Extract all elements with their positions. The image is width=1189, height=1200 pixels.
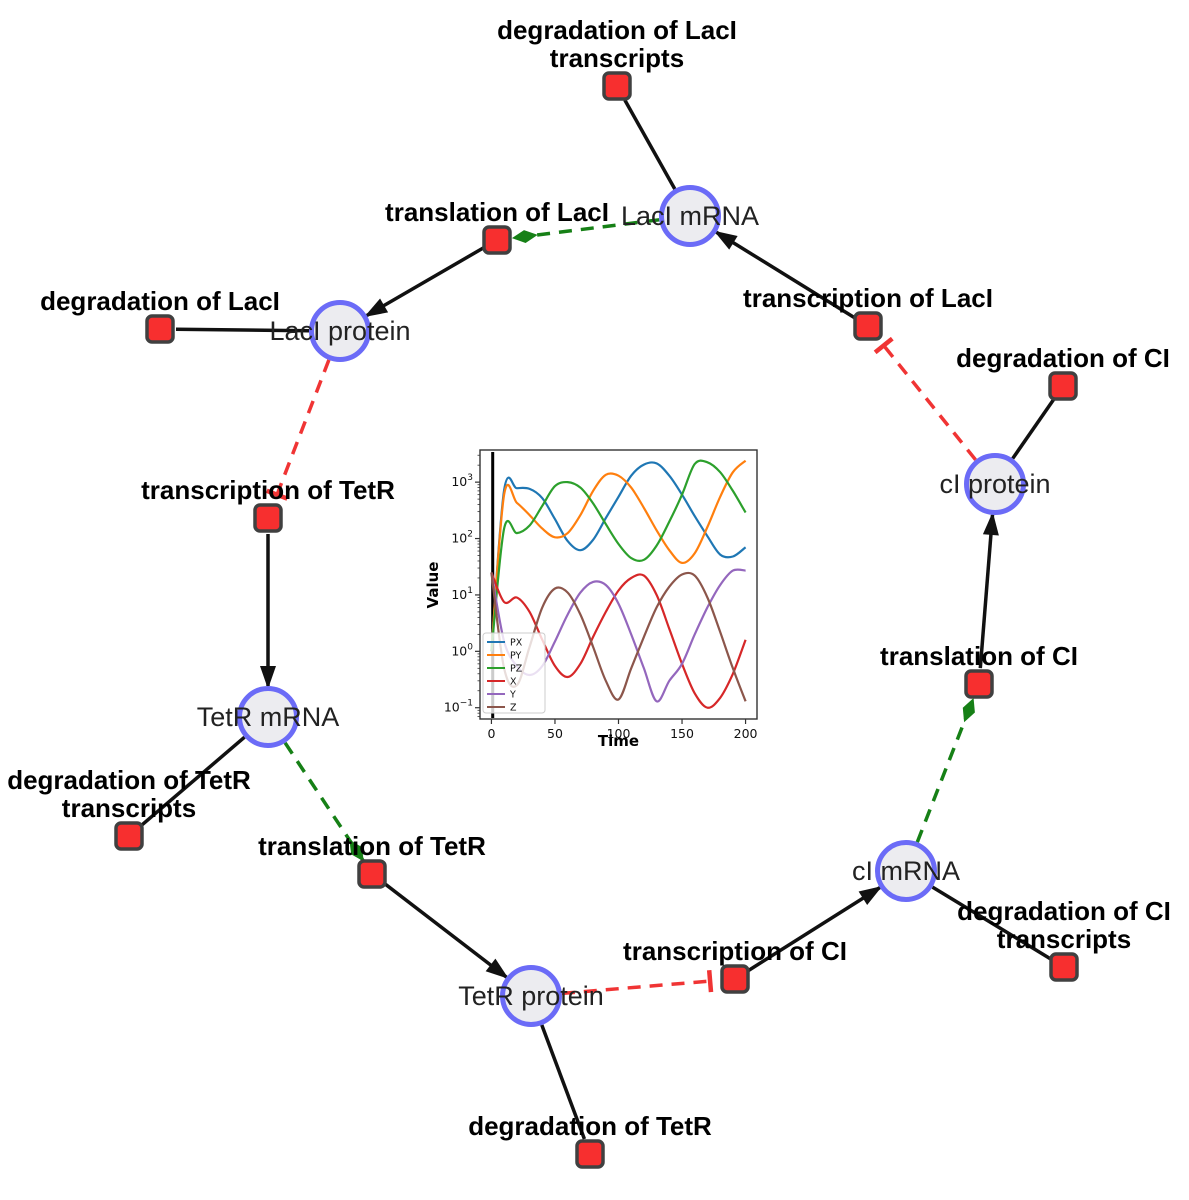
reaction-node-translation-of-ci[interactable] <box>964 669 994 699</box>
species-node-tetr-mrna[interactable] <box>237 686 299 748</box>
y-tick-label: 10−1 <box>444 699 473 715</box>
x-tick-label: 50 <box>547 726 563 741</box>
x-tick-label: 100 <box>607 726 631 741</box>
timecourse-plot: PX PY PZ X Y Z 0 50 100 150 200 10−1 100 101 102 103 Ti… <box>420 435 770 765</box>
species-node-laci-mrna[interactable] <box>659 185 721 247</box>
y-tick-label: 103 <box>451 473 473 489</box>
y-tick-label: 100 <box>451 642 473 658</box>
edge-laci-protein-to-degradation-of-laci <box>175 327 310 333</box>
edge-laci-mrna-to-degradation-of-laci-transcripts <box>623 99 677 190</box>
series-X <box>490 572 747 709</box>
reaction-node-transcription-of-tetr[interactable] <box>253 503 283 533</box>
x-axis-label: Time <box>597 732 640 750</box>
edge-ci-protein-to-transcription-of-laci <box>873 336 977 461</box>
edges-layer <box>140 99 1056 1140</box>
edge-ci-mrna-to-degradation-of-ci-transcripts <box>931 885 1052 961</box>
chart-legend: PX PY PZ XYZ <box>482 632 546 714</box>
edge-transcription-of-laci-to-laci-mrna <box>713 230 856 320</box>
legend-entry-PX: PX <box>510 638 523 649</box>
edge-translation-of-ci-to-ci-protein <box>978 511 999 669</box>
edge-laci-protein-to-transcription-of-tetr <box>265 359 331 501</box>
legend-entry-Y: Y <box>509 690 516 701</box>
y-tick-label: 102 <box>451 530 473 546</box>
x-tick-label: 150 <box>670 726 694 741</box>
reaction-node-transcription-of-ci[interactable] <box>720 964 750 994</box>
edge-tetr-protein-to-degradation-of-tetr <box>540 1024 587 1140</box>
y-axis-label: Value <box>424 561 442 609</box>
reaction-node-degradation-of-tetr-transcripts[interactable] <box>114 821 144 851</box>
species-node-tetr-protein[interactable] <box>500 965 562 1027</box>
edge-transcription-of-ci-to-ci-mrna <box>747 885 883 972</box>
x-tick-label: 200 <box>734 726 758 741</box>
series-PX <box>490 461 747 652</box>
edge-translation-of-tetr-to-tetr-protein <box>383 882 509 979</box>
reaction-node-translation-of-tetr[interactable] <box>357 859 387 889</box>
timecourse-plot-axes: PX PY PZ XYZ 0 50 100 150 200 10−1 100 101 102 103 <box>444 449 758 741</box>
legend-entry-X: X <box>510 677 517 688</box>
series-PY <box>490 459 747 652</box>
nodes-layer <box>114 71 1079 1169</box>
species-node-ci-protein[interactable] <box>964 453 1026 515</box>
edge-tetr-mrna-to-degradation-of-tetr-transcripts <box>140 735 246 827</box>
edge-translation-of-laci-to-laci-protein <box>364 246 485 318</box>
reaction-node-degradation-of-tetr[interactable] <box>575 1139 605 1169</box>
reaction-node-degradation-of-laci[interactable] <box>145 314 175 344</box>
legend-entry-PY: PY <box>510 651 522 662</box>
reaction-node-degradation-of-ci-transcripts[interactable] <box>1049 952 1079 982</box>
series-PZ <box>490 459 747 652</box>
y-tick-label: 101 <box>451 586 473 602</box>
legend-entry-Z: Z <box>510 703 517 714</box>
reaction-node-degradation-of-laci-transcripts[interactable] <box>602 71 632 101</box>
species-node-ci-mrna[interactable] <box>875 840 937 902</box>
edge-tetr-protein-to-transcription-of-ci <box>561 969 714 996</box>
species-node-laci-protein[interactable] <box>309 300 371 362</box>
edge-ci-mrna-to-translation-of-ci <box>915 697 975 843</box>
edge-ci-protein-to-degradation-of-ci <box>1011 398 1056 460</box>
edge-tetr-mrna-to-translation-of-tetr <box>283 741 365 862</box>
reaction-node-degradation-of-ci[interactable] <box>1048 371 1078 401</box>
edge-laci-mrna-to-translation-of-laci <box>511 218 660 243</box>
x-tick-label: 0 <box>487 726 495 741</box>
reaction-node-translation-of-laci[interactable] <box>482 225 512 255</box>
reaction-node-transcription-of-laci[interactable] <box>853 311 883 341</box>
legend-entry-PZ: PZ <box>510 664 523 675</box>
